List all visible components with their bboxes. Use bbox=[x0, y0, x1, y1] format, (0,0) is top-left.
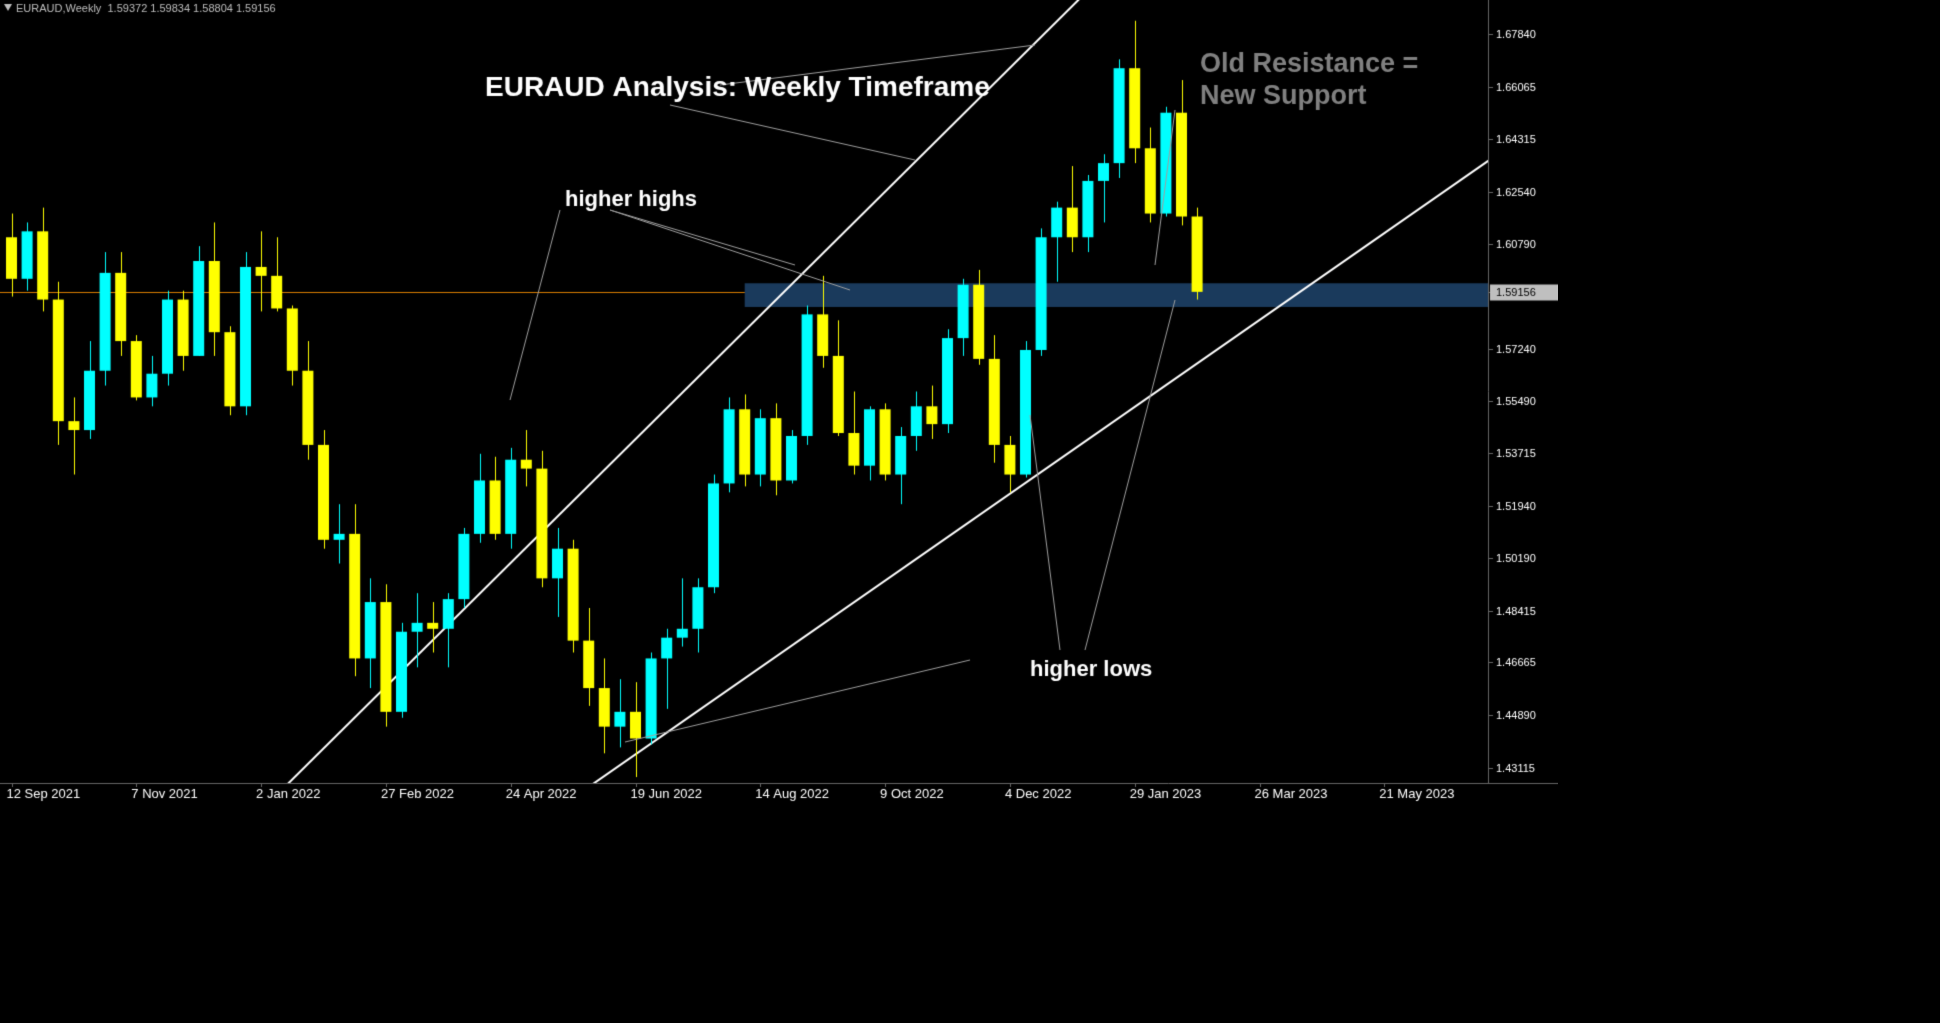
chart-canvas bbox=[0, 0, 1558, 807]
candlestick-chart[interactable] bbox=[0, 0, 1558, 807]
